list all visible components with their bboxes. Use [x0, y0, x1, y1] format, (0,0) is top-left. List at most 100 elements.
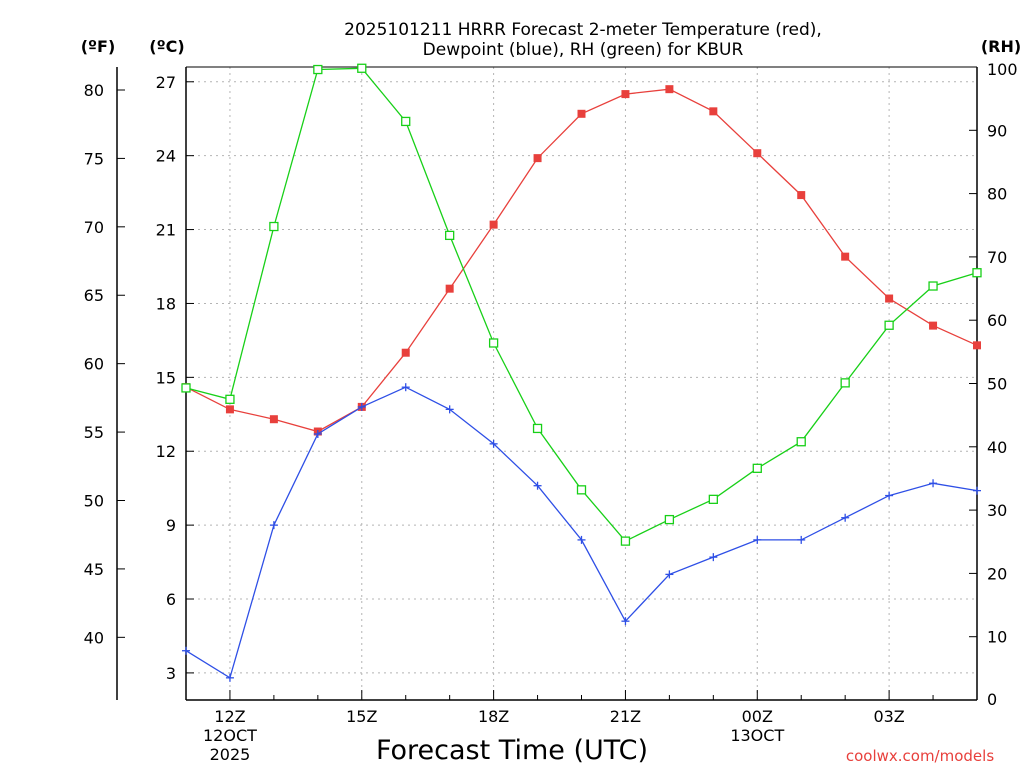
- rh-tick-label: 90: [987, 121, 1007, 140]
- fahrenheit-tick-label: 40: [84, 628, 104, 647]
- celsius-tick-label: 15: [156, 368, 176, 387]
- temperature-point: [577, 109, 586, 118]
- temperature-point: [753, 149, 762, 158]
- credit-text: coolwx.com/models: [846, 747, 994, 765]
- temperature-point: [489, 220, 498, 229]
- rh-point: [313, 64, 323, 75]
- x-tick-label: 21Z: [610, 707, 641, 726]
- rh-point: [620, 536, 631, 546]
- fahrenheit-tick-label: 70: [84, 218, 104, 237]
- celsius-tick-label: 9: [166, 516, 176, 535]
- temperature-point: [621, 90, 630, 99]
- dewpoint-point: [357, 402, 366, 411]
- temperature-point: [445, 284, 454, 293]
- temperature-point: [401, 348, 410, 357]
- dewpoint-point: [533, 481, 542, 490]
- temperature-point: [973, 341, 981, 350]
- rh-unit-label: (RH): [981, 37, 1021, 56]
- temperature-point: [269, 415, 278, 424]
- rh-point: [796, 437, 806, 447]
- rh-point: [225, 394, 235, 404]
- temperature-point: [929, 321, 938, 330]
- rh-tick-label: 80: [987, 185, 1007, 204]
- data-series: [181, 63, 982, 682]
- temperature-point: [885, 294, 894, 303]
- dewpoint-line: [185, 386, 978, 679]
- dewpoint-point: [665, 570, 674, 579]
- x-tick-label: 18Z: [478, 707, 509, 726]
- x-tick-label: 15Z: [346, 707, 377, 726]
- fahrenheit-unit-label: (ºF): [81, 37, 116, 56]
- rh-point: [488, 338, 499, 348]
- rh-point: [357, 63, 367, 73]
- dewpoint-point: [269, 521, 278, 530]
- fahrenheit-tick-label: 50: [84, 491, 104, 510]
- rh-point: [576, 485, 587, 495]
- dewpoint-point: [709, 553, 718, 562]
- rh-tick-label: 40: [987, 438, 1007, 457]
- celsius-tick-label: 24: [156, 147, 176, 166]
- x-tick-label: 00Z: [742, 707, 773, 726]
- grid-lines: [186, 67, 977, 700]
- x-tick-label: 03Z: [873, 707, 904, 726]
- rh-tick-label: 100: [987, 60, 1018, 79]
- dewpoint-point: [313, 429, 322, 438]
- dewpoint-point: [182, 646, 190, 655]
- chart-title-line2: Dewpoint (blue), RH (green) for KBUR: [423, 40, 744, 60]
- rh-tick-label: 0: [987, 690, 997, 709]
- x-tick-date-label: 12OCT: [203, 726, 257, 745]
- dewpoint-point: [401, 383, 410, 392]
- temperature-point: [841, 252, 850, 261]
- rh-point: [532, 423, 543, 434]
- rh-tick-label: 50: [987, 375, 1007, 394]
- dewpoint-point: [621, 617, 630, 626]
- dewpoint-point: [973, 486, 981, 495]
- rh-point: [401, 116, 411, 127]
- dewpoint-point: [841, 513, 850, 522]
- rh-point: [664, 514, 675, 525]
- fahrenheit-tick-label: 55: [84, 423, 104, 442]
- celsius-tick-label: 6: [166, 590, 176, 609]
- fahrenheit-tick-label: 80: [84, 81, 104, 100]
- celsius-tick-label: 21: [156, 221, 176, 240]
- rh-tick-label: 30: [987, 501, 1007, 520]
- temperature-point: [533, 154, 542, 163]
- rh-tick-label: 10: [987, 628, 1007, 647]
- x-tick-label: 12Z: [214, 707, 245, 726]
- rh-point: [884, 320, 894, 330]
- dewpoint-point: [489, 439, 498, 448]
- rh-tick-label: 20: [987, 564, 1007, 583]
- dewpoint-point: [885, 491, 894, 500]
- rh-point: [181, 383, 191, 393]
- x-tick-date-label: 13OCT: [730, 726, 784, 745]
- fahrenheit-tick-label: 65: [84, 286, 104, 305]
- dewpoint-point: [929, 479, 938, 488]
- celsius-tick-label: 12: [156, 442, 176, 461]
- rh-point: [752, 463, 762, 473]
- rh-tick-label: 60: [987, 311, 1007, 330]
- fahrenheit-tick-label: 75: [84, 149, 104, 168]
- dewpoint-point: [445, 405, 454, 414]
- rh-point: [708, 494, 718, 504]
- dewpoint-point: [225, 673, 234, 682]
- x-axis-title: Forecast Time (UTC): [376, 735, 648, 766]
- fahrenheit-tick-label: 45: [84, 560, 104, 579]
- temperature-point: [709, 107, 718, 116]
- temperature-line: [185, 88, 978, 433]
- tick-labels: 3 6 9 12 15 18 21 24 27 40 45 50 55 60 65 70 75 80 0 10 20 30…: [84, 60, 1018, 764]
- rh-point: [445, 230, 455, 241]
- rh-point: [972, 268, 982, 278]
- rh-point: [928, 281, 938, 291]
- dewpoint-point: [753, 535, 762, 544]
- celsius-unit-label: (ºC): [149, 37, 184, 56]
- fahrenheit-tick-label: 60: [84, 355, 104, 374]
- celsius-tick-label: 3: [166, 664, 176, 683]
- x-tick-year-label: 2025: [210, 745, 251, 764]
- dewpoint-point: [797, 535, 806, 544]
- rh-line: [185, 67, 978, 542]
- temperature-point: [225, 405, 234, 414]
- chart-title-line1: 2025101211 HRRR Forecast 2-meter Tempera…: [344, 20, 822, 40]
- dewpoint-point: [577, 535, 586, 544]
- rh-tick-label: 70: [987, 248, 1007, 267]
